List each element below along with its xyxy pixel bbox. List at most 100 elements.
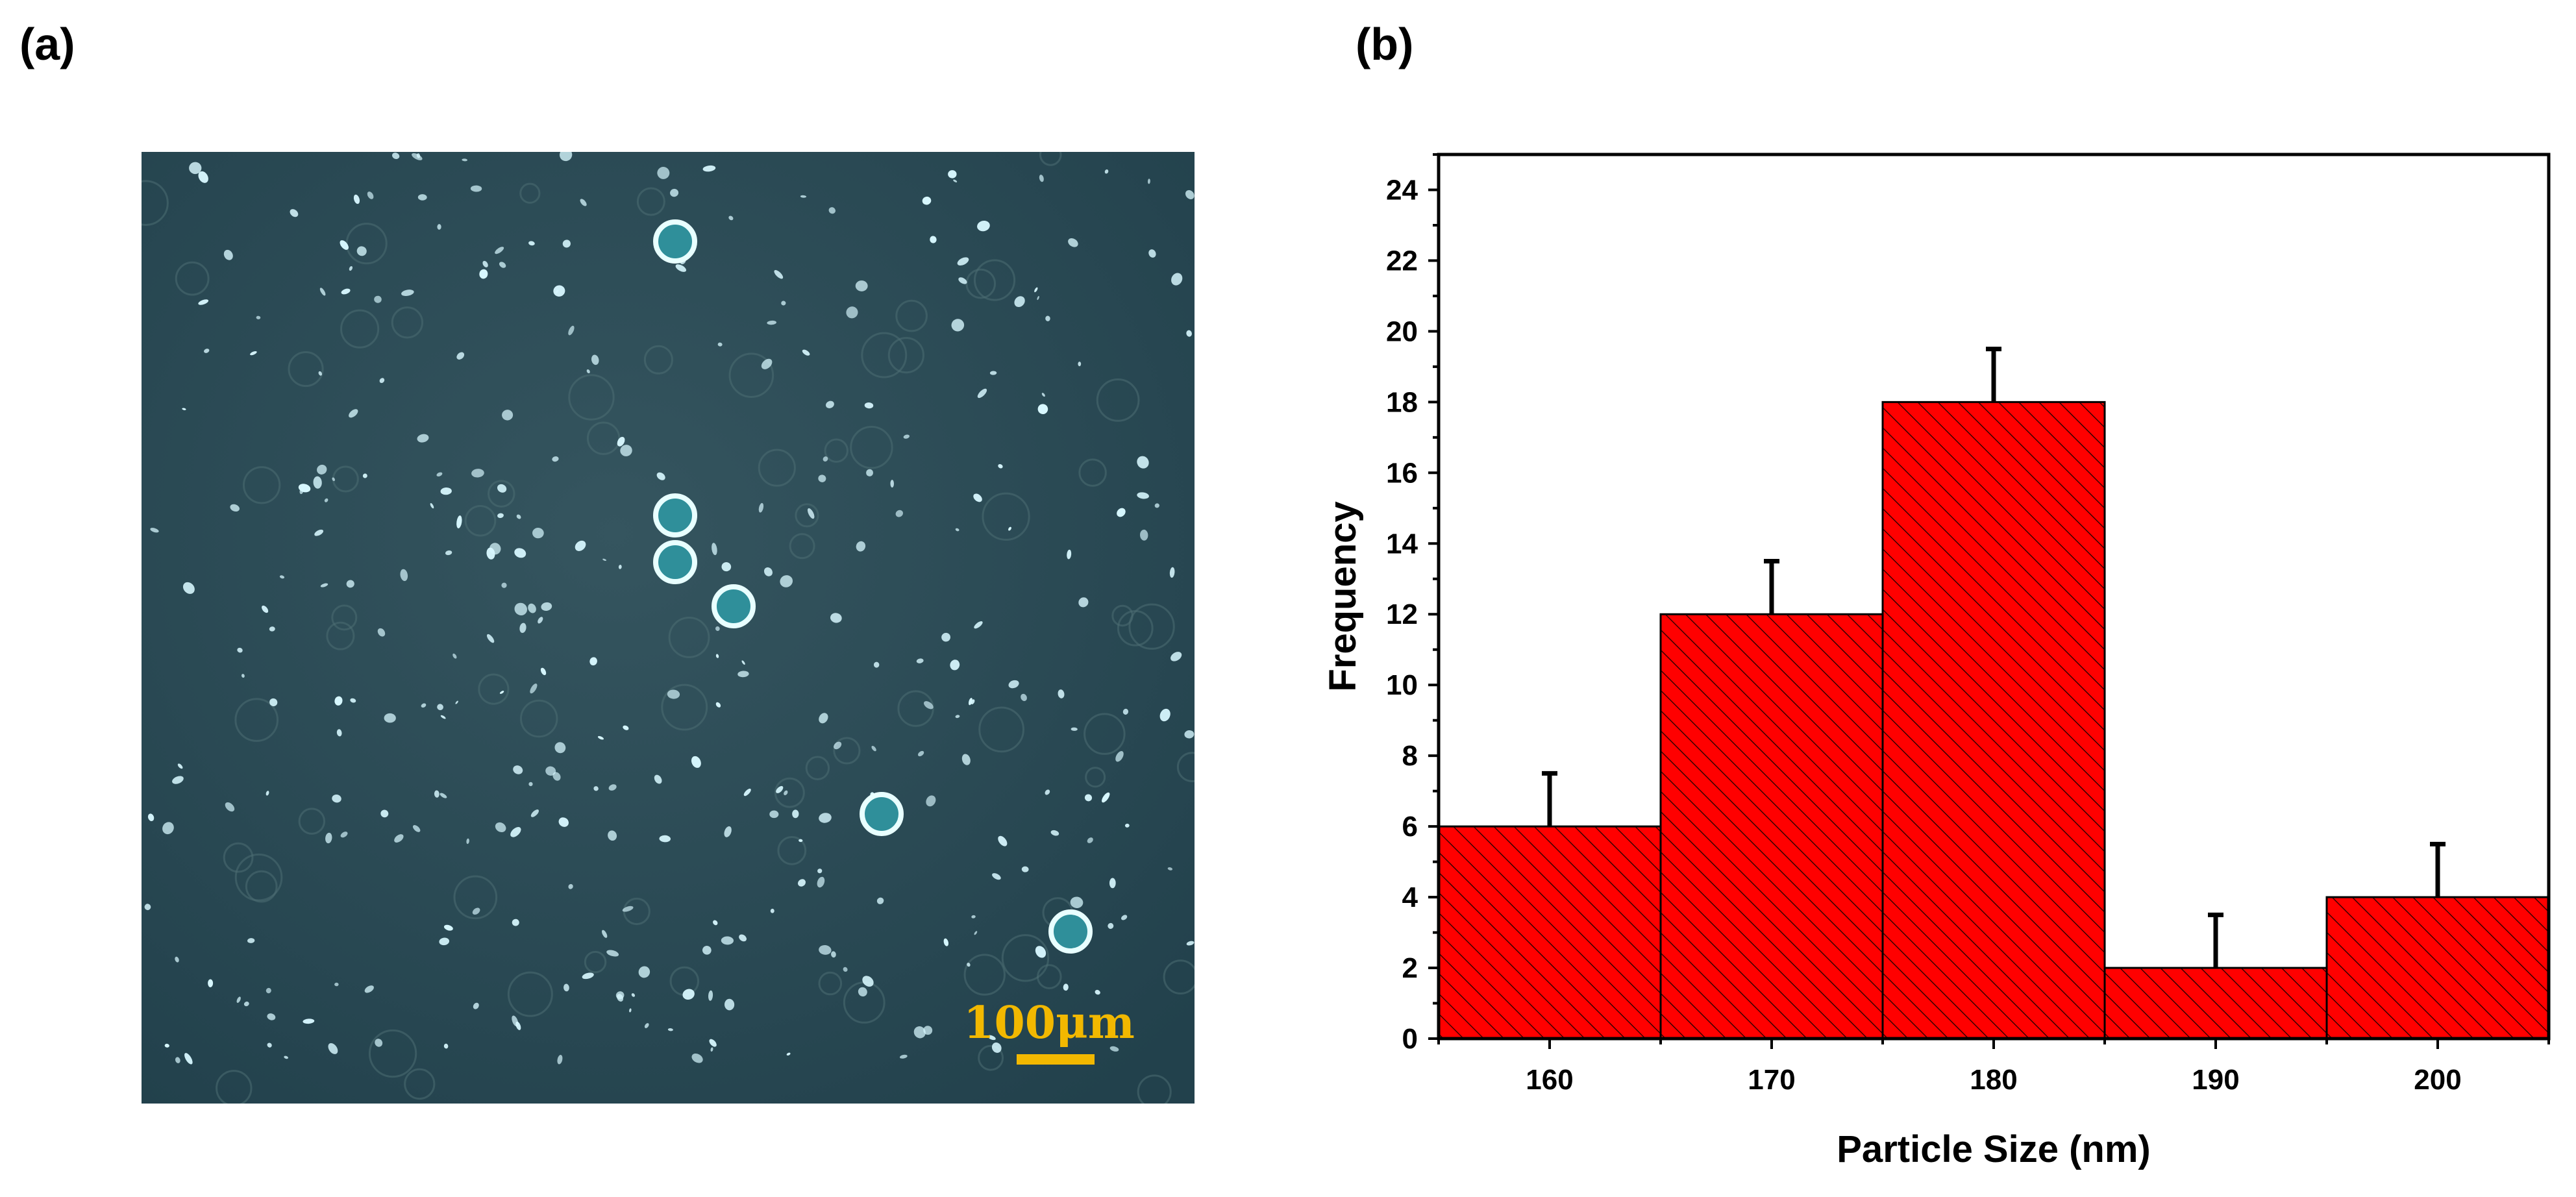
particle: [1037, 404, 1048, 415]
out-of-focus-ring: [789, 533, 815, 560]
out-of-focus-ring: [1078, 458, 1107, 487]
particle: [834, 741, 842, 750]
particle: [559, 152, 573, 162]
particle: [325, 832, 332, 844]
particle: [1108, 922, 1114, 929]
particle: [317, 464, 327, 475]
large-particle: [653, 493, 697, 537]
out-of-focus-ring: [1036, 964, 1062, 989]
particle: [951, 319, 965, 332]
particle: [1008, 680, 1019, 689]
particle: [495, 822, 506, 833]
out-of-focus-ring: [861, 332, 908, 378]
particle: [831, 951, 836, 958]
out-of-focus-ring: [1039, 152, 1062, 166]
particle: [440, 793, 447, 798]
y-tick-label: 20: [1386, 315, 1418, 347]
particle: [721, 936, 734, 945]
out-of-focus-ring: [758, 449, 796, 487]
out-of-focus-ring: [887, 337, 924, 374]
out-of-focus-ring: [242, 466, 281, 504]
particle: [967, 963, 971, 967]
particle: [580, 199, 587, 206]
particle: [470, 185, 482, 192]
particle-layer: [142, 152, 1195, 1104]
particle: [150, 528, 159, 533]
particle: [340, 240, 349, 250]
particle: [394, 834, 404, 843]
particle: [516, 514, 521, 519]
particle: [1014, 296, 1025, 308]
particle: [439, 937, 450, 946]
particle: [332, 794, 341, 803]
particle: [528, 782, 533, 787]
particle: [761, 358, 773, 369]
particle: [800, 195, 807, 198]
particle: [443, 1043, 449, 1049]
particle: [998, 835, 1008, 846]
particle: [189, 162, 202, 175]
y-tick-label: 6: [1402, 811, 1418, 843]
particle: [473, 1002, 479, 1009]
particle: [582, 972, 594, 980]
particle: [670, 188, 679, 197]
particle: [593, 786, 599, 791]
particle: [164, 1043, 169, 1048]
particle: [412, 825, 421, 832]
particle: [1008, 526, 1011, 531]
particle: [675, 264, 687, 272]
particle: [856, 541, 866, 552]
out-of-focus-ring: [478, 673, 510, 705]
particle: [828, 207, 836, 214]
particle: [412, 153, 423, 160]
particle: [606, 950, 619, 957]
particle: [313, 476, 322, 489]
out-of-focus-ring: [331, 604, 358, 631]
particle: [421, 703, 427, 708]
particle: [864, 402, 874, 409]
particle: [510, 827, 521, 837]
particle: [401, 290, 414, 296]
particle: [1041, 393, 1045, 397]
particle: [236, 996, 241, 1003]
particle: [948, 170, 957, 179]
out-of-focus-ring: [1137, 1074, 1172, 1104]
particle: [998, 463, 1003, 469]
out-of-focus-ring: [404, 1068, 436, 1100]
particle: [512, 919, 519, 926]
particle: [913, 1026, 926, 1039]
particle: [568, 883, 573, 889]
out-of-focus-ring: [850, 426, 893, 469]
particle: [1071, 727, 1078, 731]
bar-190: [2103, 967, 2328, 1040]
particle: [817, 876, 825, 888]
out-of-focus-ring: [777, 835, 807, 865]
particle: [708, 990, 713, 1001]
particle: [303, 1018, 315, 1024]
particle: [1095, 989, 1100, 995]
particle: [823, 456, 828, 462]
particle: [266, 987, 271, 994]
particle: [437, 224, 441, 230]
particle: [618, 565, 622, 569]
particle: [818, 475, 826, 482]
particle: [713, 920, 718, 926]
particle: [1109, 878, 1116, 889]
y-tick-label: 14: [1386, 528, 1418, 560]
particle: [1137, 492, 1149, 499]
particle: [657, 166, 670, 179]
particle: [367, 191, 374, 199]
particle: [334, 982, 339, 987]
bar-160: [1437, 825, 1662, 1040]
y-tick-label: 2: [1402, 952, 1418, 984]
particle: [384, 713, 396, 723]
particle: [943, 938, 949, 946]
particle: [267, 1043, 272, 1048]
particle: [1078, 597, 1089, 608]
particle: [819, 944, 832, 955]
particle: [319, 288, 326, 296]
out-of-focus-ring: [1084, 713, 1126, 755]
particle: [479, 269, 488, 279]
particle: [162, 822, 174, 835]
particle: [955, 715, 960, 719]
